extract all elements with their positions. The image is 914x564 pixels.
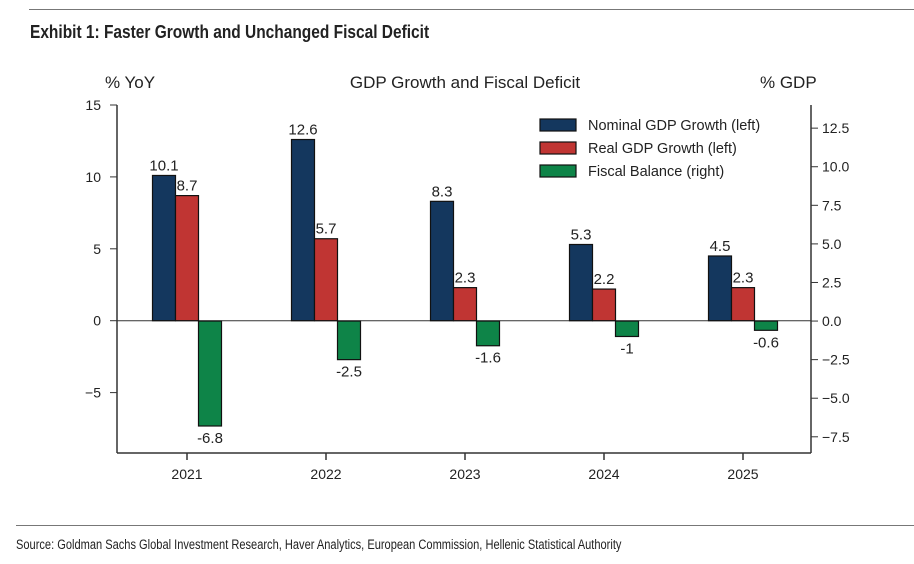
x-tick-label: 2023 (449, 466, 480, 482)
top-rule (29, 9, 914, 10)
bar-fiscal-2021 (197, 320, 223, 427)
bar-real-2022 (313, 238, 339, 322)
data-label: -6.8 (197, 430, 223, 447)
data-label: -1 (620, 340, 633, 357)
exhibit-title: Exhibit 1: Faster Growth and Unchanged F… (30, 22, 430, 42)
bar-fiscal-2025 (753, 320, 779, 331)
data-label: 8.7 (177, 178, 198, 195)
bar-real-2021 (174, 194, 200, 322)
right-tick-label: 2.5 (822, 274, 842, 290)
bar-real-2023 (452, 287, 478, 322)
bar-fiscal-2024 (614, 320, 640, 338)
legend-label: Nominal GDP Growth (left) (588, 118, 760, 134)
right-tick-label: 10.0 (822, 159, 849, 175)
bar-real-2025 (730, 287, 756, 322)
data-label: -1.6 (475, 350, 501, 367)
right-tick-label: −7.5 (822, 429, 850, 445)
right-tick-label: −5.0 (822, 390, 850, 406)
legend-swatch (539, 141, 577, 155)
left-axis-label: % YoY (105, 73, 155, 92)
legend-label: Fiscal Balance (right) (588, 164, 724, 180)
chart-title: GDP Growth and Fiscal Deficit (350, 73, 580, 92)
left-tick-label: 10 (85, 169, 101, 185)
data-label: 2.2 (594, 271, 615, 288)
x-tick-label: 2022 (310, 466, 341, 482)
data-label: 4.5 (710, 238, 731, 255)
bar-real-2024 (591, 288, 617, 322)
left-tick-label: 0 (93, 313, 101, 329)
x-tick-label: 2025 (727, 466, 758, 482)
data-label: -0.6 (753, 334, 779, 351)
data-label: -2.5 (336, 364, 362, 381)
right-tick-label: 5.0 (822, 236, 842, 252)
chart: % YoY GDP Growth and Fiscal Deficit % GD… (85, 73, 850, 482)
bar-nominal-2024 (568, 243, 594, 322)
source-note: Source: Goldman Sachs Global Investment … (16, 537, 622, 552)
left-tick-label: 15 (85, 97, 101, 113)
left-tick-label: −5 (85, 385, 101, 401)
x-tick-label: 2024 (588, 466, 619, 482)
legend-label: Real GDP Growth (left) (588, 141, 737, 157)
legend-swatch (539, 118, 577, 132)
bar-fiscal-2022 (336, 320, 362, 361)
data-label: 10.1 (149, 157, 178, 174)
right-axis-label: % GDP (760, 73, 817, 92)
right-tick-label: −2.5 (822, 352, 850, 368)
data-label: 12.6 (288, 122, 317, 139)
data-label: 8.3 (432, 183, 453, 200)
data-label: 2.3 (733, 270, 754, 287)
bar-nominal-2025 (707, 255, 733, 322)
legend-swatch (539, 164, 577, 178)
data-label: 2.3 (455, 270, 476, 287)
right-tick-label: 12.5 (822, 120, 849, 136)
bar-nominal-2021 (151, 174, 177, 322)
right-tick-label: 7.5 (822, 197, 842, 213)
bar-fiscal-2023 (475, 320, 501, 347)
data-label: 5.7 (316, 221, 337, 238)
right-tick-label: 0.0 (822, 313, 842, 329)
bottom-rule (16, 525, 914, 526)
x-tick-label: 2021 (171, 466, 202, 482)
bar-nominal-2022 (290, 138, 316, 322)
left-tick-label: 5 (93, 241, 101, 257)
data-label: 5.3 (571, 226, 592, 243)
bar-nominal-2023 (429, 200, 455, 322)
